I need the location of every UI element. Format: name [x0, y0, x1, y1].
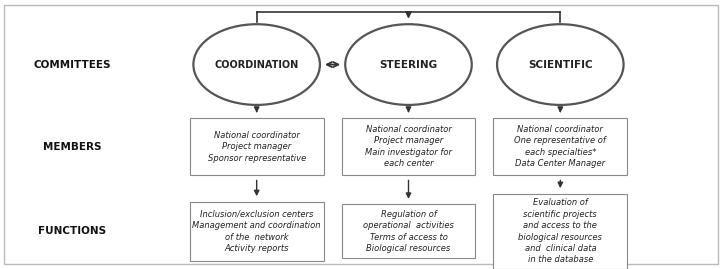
Text: MEMBERS: MEMBERS	[43, 141, 101, 152]
FancyBboxPatch shape	[493, 194, 628, 269]
Text: National coordinator
Project manager
Sponsor representative: National coordinator Project manager Spo…	[208, 131, 306, 162]
Ellipse shape	[346, 24, 471, 105]
Text: FUNCTIONS: FUNCTIONS	[38, 226, 106, 236]
Text: National coordinator
One representative of
each specialties*
Data Center Manager: National coordinator One representative …	[514, 125, 607, 168]
Text: COMMITTEES: COMMITTEES	[33, 59, 111, 70]
Text: National coordinator
Project manager
Main investigator for
each center: National coordinator Project manager Mai…	[365, 125, 452, 168]
FancyBboxPatch shape	[189, 118, 323, 175]
Text: STEERING: STEERING	[380, 59, 437, 70]
Text: Evaluation of
scientific projects
and access to the
biological resources
and  cl: Evaluation of scientific projects and ac…	[518, 198, 602, 264]
Text: SCIENTIFIC: SCIENTIFIC	[528, 59, 593, 70]
FancyBboxPatch shape	[341, 204, 476, 258]
FancyBboxPatch shape	[493, 118, 628, 175]
Text: Regulation of
operational  activities
Terms of access to
Biological resources: Regulation of operational activities Ter…	[363, 210, 454, 253]
Ellipse shape	[193, 24, 320, 105]
Ellipse shape	[497, 24, 624, 105]
FancyBboxPatch shape	[189, 202, 323, 261]
FancyBboxPatch shape	[4, 5, 718, 264]
Text: Inclusion/exclusion centers
Management and coordination
of the  network
Activity: Inclusion/exclusion centers Management a…	[192, 210, 321, 253]
FancyBboxPatch shape	[341, 118, 476, 175]
Text: COORDINATION: COORDINATION	[215, 59, 299, 70]
